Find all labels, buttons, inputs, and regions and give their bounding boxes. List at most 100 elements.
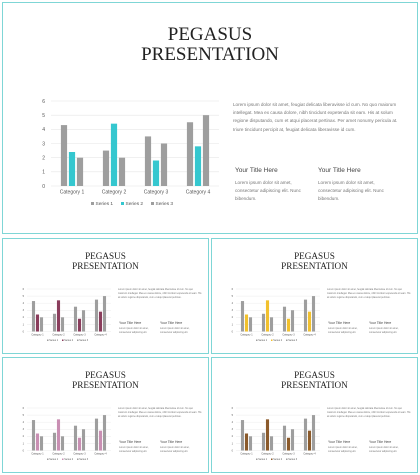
bar-series-3 (248, 436, 253, 451)
legend-swatch (271, 339, 273, 341)
y-tick-label: 0 (232, 330, 234, 333)
section-text-right: Lorem ipsum dolor sit amet, consectetur … (160, 327, 190, 334)
legend-label: Series 1 (258, 458, 267, 461)
y-tick-label: 4 (23, 421, 25, 424)
section-text-left: Lorem ipsum dolor sit amet, consectetur … (119, 327, 149, 334)
y-tick-label: 0 (232, 449, 234, 452)
bar-series-1 (261, 432, 266, 451)
section-text-left: Lorem ipsum dolor sit amet, consectetur … (119, 446, 149, 453)
bar-series-2 (286, 318, 291, 332)
section-title-left: Your Title Here (235, 167, 278, 174)
x-category-label: Category 4 (94, 452, 107, 455)
slide-2[interactable]: PEGASUS PRESENTATION 0 1 2 3 4 5 6 Category 1 Ca… (2, 238, 209, 354)
x-category-label: Category 2 (52, 333, 65, 336)
bar-series-1 (240, 420, 245, 451)
slide-3[interactable]: PEGASUS PRESENTATION 0 1 2 3 4 5 6 Category 1 Ca… (211, 238, 418, 354)
legend-swatch (62, 458, 64, 460)
y-tick-label: 4 (232, 302, 234, 305)
bar-series-1 (144, 136, 152, 186)
bar-series-2 (265, 419, 270, 451)
bar-series-3 (81, 429, 86, 451)
x-category-label: Category 2 (102, 190, 127, 196)
section-text-left: Lorem ipsum dolor sit amet, consectetur … (235, 180, 301, 201)
legend-swatch (47, 339, 49, 341)
bar-series-3 (311, 415, 316, 451)
body-paragraph: Lorem ipsum dolor sit amet, feugiat deli… (118, 407, 202, 419)
bar-series-2 (68, 152, 76, 186)
y-tick-label: 3 (42, 141, 45, 147)
y-tick-label: 6 (23, 288, 25, 291)
y-tick-label: 1 (232, 323, 234, 326)
y-tick-label: 3 (232, 309, 234, 312)
bar-series-2 (77, 318, 82, 332)
x-category-label: Category 4 (303, 333, 316, 336)
legend-swatch (286, 339, 288, 341)
y-tick-label: 4 (23, 302, 25, 305)
bar-series-1 (31, 301, 36, 332)
x-category-label: Category 3 (73, 452, 86, 455)
slide-title: PEGASUS PRESENTATION (72, 251, 139, 271)
legend-label: Series 2 (273, 458, 282, 461)
bar-series-3 (118, 157, 126, 186)
x-category-label: Category 2 (261, 452, 274, 455)
legend-swatch (121, 202, 124, 205)
bar-series-1 (73, 425, 78, 451)
x-category-label: Category 4 (303, 452, 316, 455)
y-tick-label: 5 (42, 113, 45, 119)
y-tick-label: 6 (232, 407, 234, 410)
legend-swatch (62, 339, 64, 341)
bar-series-1 (52, 313, 57, 332)
y-tick-label: 2 (232, 435, 234, 438)
bar-series-2 (286, 437, 291, 451)
y-tick-label: 4 (232, 421, 234, 424)
bar-series-2 (152, 160, 160, 186)
bar-series-3 (248, 317, 253, 332)
slide-5[interactable]: PEGASUS PRESENTATION 0 1 2 3 4 5 6 Category 1 Ca… (211, 357, 418, 473)
bar-series-2 (35, 433, 40, 451)
bar-series-1 (31, 420, 36, 451)
bar-series-2 (98, 430, 103, 451)
legend-label: Series 3 (288, 339, 297, 342)
y-tick-label: 6 (232, 288, 234, 291)
bar-series-3 (39, 317, 44, 332)
x-category-label: Category 1 (60, 190, 85, 196)
y-tick-label: 0 (23, 449, 25, 452)
bar-series-2 (77, 437, 82, 451)
bar-series-3 (39, 436, 44, 451)
legend-label: Series 2 (64, 339, 73, 342)
section-title-right: Your Title Here (369, 440, 392, 444)
bar-chart: 0 1 2 3 4 5 6 Category 1 Category 2 Category 3 Cat… (23, 288, 111, 342)
bar-series-1 (60, 125, 68, 186)
section-text-right: Lorem ipsum dolor sit amet, consectetur … (369, 446, 399, 453)
bar-series-1 (261, 313, 266, 332)
body-paragraph: Lorem ipsum dolor sit amet, feugiat deli… (118, 288, 202, 300)
slide-1[interactable]: PEGASUS PRESENTATION 0 1 2 3 4 5 6 Category 1 Ca… (2, 2, 418, 234)
y-tick-label: 3 (23, 428, 25, 431)
y-tick-label: 3 (232, 428, 234, 431)
legend-label: Series 1 (49, 458, 58, 461)
y-tick-label: 2 (23, 316, 25, 319)
bar-series-1 (282, 306, 287, 332)
bar-series-1 (186, 122, 194, 186)
legend-label: Series 3 (288, 458, 297, 461)
y-tick-label: 6 (23, 407, 25, 410)
bar-series-3 (269, 317, 274, 332)
section-text-left: Lorem ipsum dolor sit amet, consectetur … (328, 446, 358, 453)
x-category-label: Category 2 (52, 452, 65, 455)
y-tick-label: 4 (42, 127, 45, 133)
bar-series-2 (265, 300, 270, 332)
legend-label: Series 2 (64, 458, 73, 461)
legend-swatch (151, 202, 154, 205)
legend-label: Series 1 (258, 339, 267, 342)
bar-series-1 (240, 301, 245, 332)
x-category-label: Category 3 (282, 333, 295, 336)
y-tick-label: 1 (23, 442, 25, 445)
slide-4[interactable]: PEGASUS PRESENTATION 0 1 2 3 4 5 6 Category 1 Ca… (2, 357, 209, 473)
x-category-label: Category 3 (144, 190, 169, 196)
x-category-label: Category 1 (240, 333, 253, 336)
section-text-right: Lorem ipsum dolor sit amet, consectetur … (160, 446, 190, 453)
section-title-left: Your Title Here (328, 440, 351, 444)
bar-series-3 (269, 436, 274, 451)
x-category-label: Category 4 (186, 190, 211, 196)
legend-label: Series 1 (96, 201, 114, 207)
